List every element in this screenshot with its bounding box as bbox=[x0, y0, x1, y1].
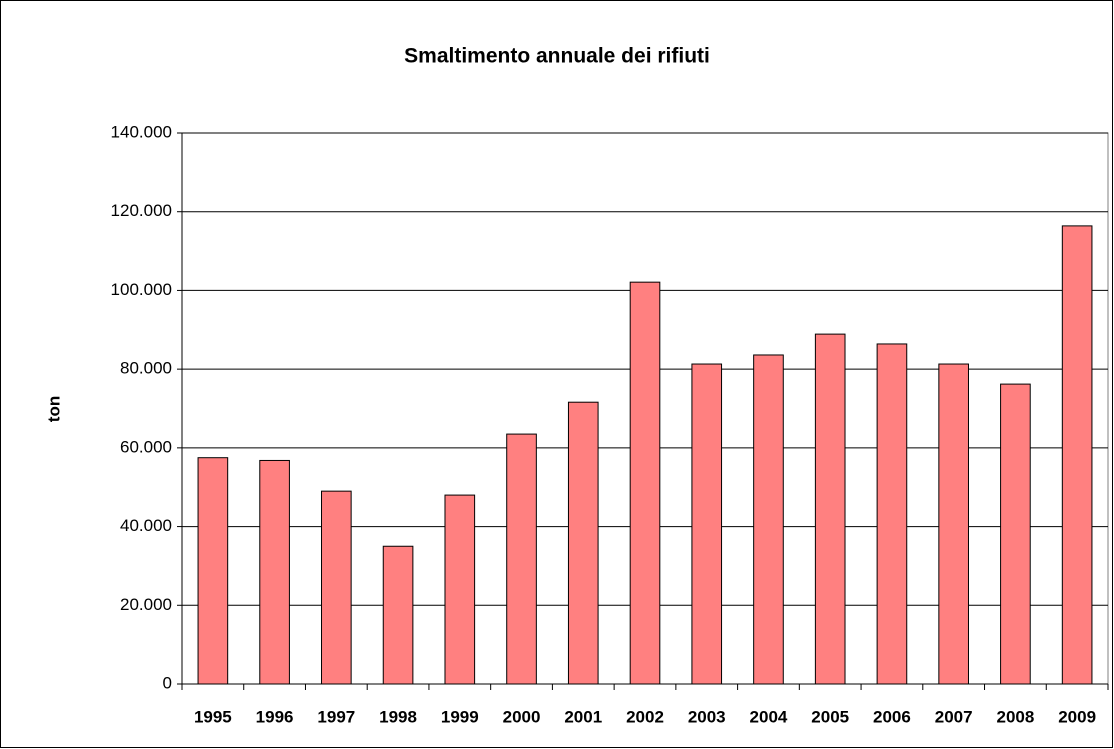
bar bbox=[444, 494, 476, 685]
bar bbox=[1061, 225, 1093, 685]
y-tick-label: 120.000 bbox=[111, 201, 172, 220]
y-tick-label: 40.000 bbox=[120, 516, 172, 535]
bar bbox=[567, 401, 599, 685]
x-tick-label: 2003 bbox=[688, 707, 726, 726]
bar bbox=[629, 281, 661, 685]
bar bbox=[753, 354, 784, 685]
bar bbox=[321, 490, 352, 685]
bar bbox=[382, 545, 414, 685]
x-tick-label: 1997 bbox=[317, 707, 355, 726]
bar bbox=[259, 459, 290, 685]
bar bbox=[691, 363, 723, 685]
x-tick-label: 2007 bbox=[935, 707, 973, 726]
bar bbox=[197, 457, 229, 685]
x-tick-label: 2001 bbox=[564, 707, 602, 726]
x-tick-label: 2009 bbox=[1058, 707, 1096, 726]
y-tick-label: 140.000 bbox=[111, 122, 172, 141]
y-tick-label: 100.000 bbox=[111, 280, 172, 299]
x-tick-label: 2002 bbox=[626, 707, 664, 726]
x-tick-label: 2006 bbox=[873, 707, 911, 726]
y-tick-label: 0 bbox=[163, 673, 172, 692]
x-tick-label: 2004 bbox=[750, 707, 788, 726]
y-axis-label: ton bbox=[44, 396, 63, 422]
x-tick-label: 1998 bbox=[379, 707, 417, 726]
x-tick-label: 2008 bbox=[996, 707, 1034, 726]
x-tick-label: 2000 bbox=[503, 707, 541, 726]
x-tick-label: 1995 bbox=[194, 707, 232, 726]
y-tick-label: 20.000 bbox=[120, 595, 172, 614]
chart-title: Smaltimento annuale dei rifiuti bbox=[404, 45, 710, 68]
y-tick-label: 80.000 bbox=[120, 359, 172, 378]
x-tick-label: 1996 bbox=[256, 707, 294, 726]
bar bbox=[876, 343, 908, 685]
bar bbox=[506, 433, 537, 685]
x-tick-label: 2005 bbox=[811, 707, 849, 726]
x-tick-label: 1999 bbox=[441, 707, 479, 726]
bar bbox=[1000, 383, 1031, 685]
y-tick-label: 60.000 bbox=[120, 437, 172, 456]
bar bbox=[814, 333, 846, 685]
bar bbox=[938, 363, 969, 685]
